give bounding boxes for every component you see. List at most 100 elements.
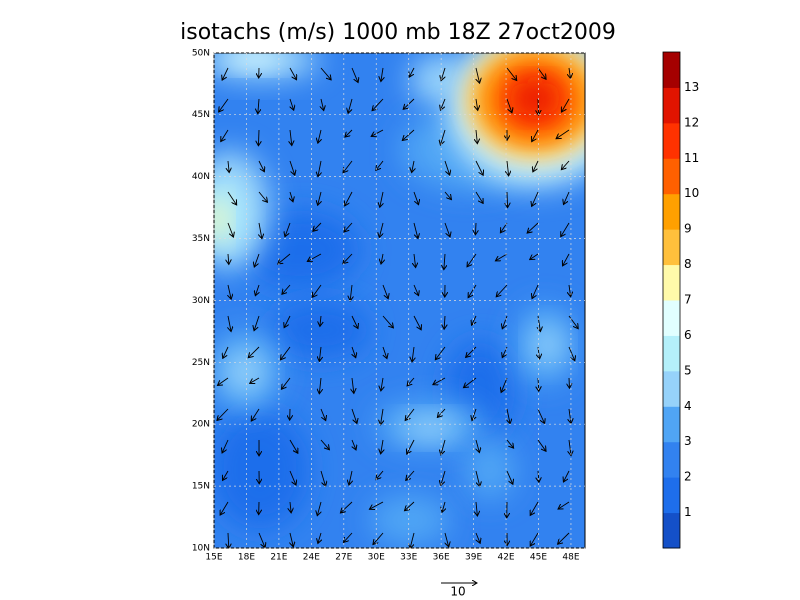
wind-arrow [258,98,259,114]
lat-label: 15N [192,482,210,492]
wind-arrow [412,346,414,362]
wind-arrow [227,222,233,237]
wind-arrow [376,160,384,170]
speed-contour [225,350,265,394]
wind-arrow [290,191,293,202]
speed-contour [240,210,360,290]
wind-arrow [290,532,293,547]
colorbar-segment [663,406,680,443]
wind-arrow [506,439,514,448]
wind-arrow [537,439,546,451]
wind-arrow [556,129,570,139]
wind-arrow [533,160,539,172]
wind-arrow [222,67,229,80]
wind-arrow [471,315,477,325]
wind-arrow [472,408,477,421]
wind-arrow [319,377,321,394]
lat-label: 30N [192,296,210,306]
wind-arrow [318,160,321,177]
wind-arrow [475,191,483,203]
wind-arrow [221,129,229,142]
lat-label: 20N [192,420,210,430]
wind-arrow [250,377,260,383]
colorbar-label: 13 [684,80,699,94]
wind-arrow [569,284,571,297]
colorbar-label: 2 [684,470,692,484]
wind-arrow [405,501,415,511]
colorbar-segment [663,441,680,478]
wind-arrow [320,67,331,80]
lon-label: 33E [400,553,417,563]
wind-arrow [289,160,295,175]
wind-arrow [444,191,451,200]
wind-arrow [501,377,508,392]
wind-arrow [313,222,322,231]
wind-arrow [251,408,260,421]
wind-arrow [382,284,388,299]
lon-label: 30E [368,553,385,563]
wind-arrow [569,67,571,78]
wind-arrow [280,346,291,360]
wind-arrow [349,470,352,485]
wind-arrow [381,67,383,82]
wind-arrow [345,129,353,137]
lon-label: 36E [433,553,450,563]
colorbar-segment [663,87,680,124]
wind-arrow [320,315,321,326]
wind-arrow [433,377,446,385]
wind-arrow [435,346,446,360]
wind-arrow [258,160,264,172]
wind-arrow [402,129,415,140]
wind-arrow [442,501,445,512]
wind-arrow [467,253,477,267]
wind-arrow [258,191,267,202]
lon-label: 42E [497,553,514,563]
wind-arrow [441,439,446,455]
wind-arrow [563,191,570,205]
colorbar-label: 10 [684,186,699,200]
lon-label: 27E [335,553,352,563]
wind-arrow [254,315,260,331]
wind-arrow [254,253,260,267]
colorbar-segment [663,512,680,549]
map-title: isotachs (m/s) 1000 mb 18Z 27oct2009 [180,20,616,45]
wind-arrow [320,439,329,450]
wind-arrow [289,67,297,80]
wind-arrow [217,377,229,385]
wind-arrow [569,408,571,424]
wind-arrow [413,222,418,238]
wind-arrow [507,408,510,424]
wind-arrow [476,439,479,453]
wind-arrow [278,253,291,264]
wind-arrow [259,222,262,239]
wind-arrow [476,501,477,516]
lon-label: 45E [530,553,547,563]
wind-arrow [382,315,393,328]
wind-arrow [413,315,421,330]
wind-arrow [441,67,446,81]
wind-arrow [410,532,415,548]
wind-arrow [289,470,296,485]
wind-arrow [444,160,450,175]
wind-arrow [407,439,415,454]
wind-arrow [383,346,387,359]
wind-arrow [407,377,415,386]
wind-arrow [351,315,358,329]
wind-arrow [227,191,237,205]
wind-arrow [537,408,545,424]
wind-arrow [444,222,450,237]
colorbar-frame [662,51,681,549]
speed-contour [214,202,226,238]
wind-arrow [320,470,326,486]
wind-arrow [568,315,578,329]
wind-arrow [558,532,570,544]
wind-arrow [380,191,383,207]
colorbar-segment [663,193,680,230]
wind-arrow [561,98,570,112]
colorbar-segment [663,370,680,407]
wind-arrow [228,284,231,299]
wind-arrow [561,160,570,170]
speed-contour [270,300,370,360]
wind-arrow [532,191,539,206]
